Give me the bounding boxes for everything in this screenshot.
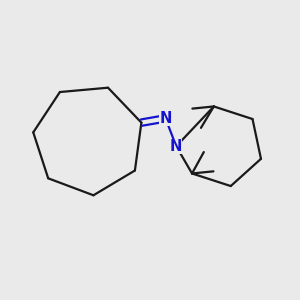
Text: N: N (159, 111, 172, 126)
Text: N: N (170, 139, 182, 154)
